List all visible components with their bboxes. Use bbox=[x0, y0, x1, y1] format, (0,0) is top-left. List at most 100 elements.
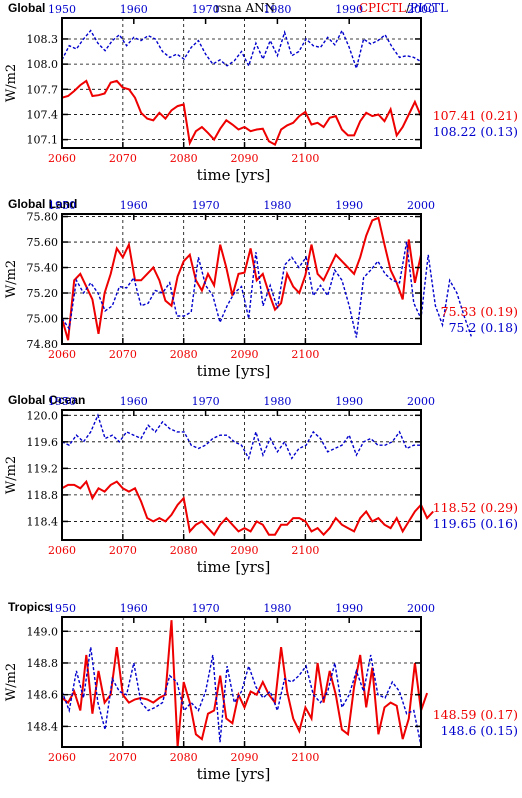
x-tick-label-bottom: 2090 bbox=[231, 751, 259, 764]
y-tick-label: 148.8 bbox=[27, 657, 59, 670]
x-tick-label-top: 1980 bbox=[263, 602, 291, 615]
x-tick-label-top: 1990 bbox=[335, 199, 363, 212]
x-tick-label-top: 1980 bbox=[263, 199, 291, 212]
x-tick-label-top: 1990 bbox=[335, 395, 363, 408]
y-tick-label: 118.8 bbox=[27, 489, 59, 502]
experiment-a-label: CPICTL bbox=[359, 1, 406, 15]
y-tick-label: 75.80 bbox=[27, 211, 59, 224]
panel-title: Global bbox=[8, 1, 45, 15]
series-line-cpictl bbox=[61, 620, 429, 748]
x-tick-label-bottom: 2090 bbox=[231, 348, 259, 361]
series-summary: 119.65 (0.16) bbox=[433, 516, 518, 531]
x-tick-label-bottom: 2090 bbox=[231, 544, 259, 557]
figure-header: rsna ANN CPICTL/PICTL bbox=[215, 1, 448, 15]
series-summary: 75.2 (0.18) bbox=[449, 320, 518, 335]
y-tick-label: 108.3 bbox=[27, 33, 59, 46]
x-axis-label: time [yrs] bbox=[197, 765, 271, 783]
y-axis-label: W/m2 bbox=[4, 663, 19, 701]
panel-title: Global Ocean bbox=[8, 393, 85, 407]
x-tick-label-bottom: 2060 bbox=[48, 348, 76, 361]
y-tick-label: 75.40 bbox=[27, 262, 59, 275]
series-line-cpictl bbox=[61, 79, 422, 147]
x-tick-label-top: 1960 bbox=[120, 199, 148, 212]
panel-global-ocean: Global Ocean 120.0 119.6 119.2 118.8 118.4 206… bbox=[4, 393, 518, 576]
series-summary: 148.59 (0.17) bbox=[433, 707, 518, 722]
panel-tropics: Tropics 149.0 148.8 148.6 148.4 2060 2070 2080 2… bbox=[4, 600, 518, 783]
y-tick-label: 107.1 bbox=[27, 134, 59, 147]
x-tick-label-top: 1960 bbox=[120, 3, 148, 16]
y-axis-label: W/m2 bbox=[4, 64, 19, 102]
panel-global: Global 108.3 108.0 107.7 107.4 107.1 2060 2070 2… bbox=[4, 1, 518, 184]
x-tick-label-bottom: 2100 bbox=[291, 348, 319, 361]
plot-frame bbox=[61, 213, 422, 345]
y-tick-label: 108.0 bbox=[27, 58, 59, 71]
x-tick-label-bottom: 2100 bbox=[291, 751, 319, 764]
figure-title: rsna ANN bbox=[215, 1, 275, 15]
y-tick-label: 75.60 bbox=[27, 236, 59, 249]
x-tick-label-bottom: 2080 bbox=[170, 544, 198, 557]
x-tick-label-bottom: 2070 bbox=[109, 152, 137, 165]
x-tick-label-top: 1950 bbox=[48, 199, 76, 212]
x-tick-label-bottom: 2060 bbox=[48, 544, 76, 557]
series-summary: 75.33 (0.19) bbox=[441, 304, 518, 319]
x-tick-label-top: 2000 bbox=[407, 602, 435, 615]
plot-frame bbox=[61, 17, 422, 149]
x-tick-label-top: 1970 bbox=[192, 199, 220, 212]
y-tick-label: 148.6 bbox=[27, 689, 59, 702]
series-line-pictl bbox=[61, 647, 422, 746]
plot-frame bbox=[61, 409, 422, 541]
x-tick-label-bottom: 2080 bbox=[170, 751, 198, 764]
x-tick-label-bottom: 2070 bbox=[109, 544, 137, 557]
y-tick-label: 119.2 bbox=[27, 462, 59, 475]
x-tick-label-bottom: 2080 bbox=[170, 152, 198, 165]
y-tick-label: 75.00 bbox=[27, 313, 59, 326]
experiment-legend: CPICTL/PICTL bbox=[359, 1, 448, 15]
x-tick-label-top: 1960 bbox=[120, 602, 148, 615]
series-line-cpictl bbox=[61, 479, 434, 537]
series-summary: 108.22 (0.13) bbox=[433, 124, 518, 139]
x-tick-label-top: 1950 bbox=[48, 3, 76, 16]
y-tick-label: 107.7 bbox=[27, 83, 59, 96]
x-tick-label-top: 1990 bbox=[335, 602, 363, 615]
x-axis-label: time [yrs] bbox=[197, 166, 271, 184]
x-tick-label-top: 1950 bbox=[48, 395, 76, 408]
x-tick-label-top: 1980 bbox=[263, 3, 291, 16]
x-axis-label: time [yrs] bbox=[197, 362, 271, 380]
x-tick-label-bottom: 2070 bbox=[109, 348, 137, 361]
x-tick-label-top: 1990 bbox=[335, 3, 363, 16]
y-tick-label: 149.0 bbox=[27, 625, 59, 638]
x-tick-label-top: 1950 bbox=[48, 602, 76, 615]
series-line-pictl bbox=[61, 241, 472, 338]
legend-separator: / bbox=[406, 1, 411, 15]
x-tick-label-top: 1970 bbox=[192, 395, 220, 408]
x-tick-label-top: 2000 bbox=[407, 199, 435, 212]
x-tick-label-bottom: 2060 bbox=[48, 152, 76, 165]
y-tick-label: 118.4 bbox=[27, 515, 59, 528]
panels: Global 108.3 108.0 107.7 107.4 107.1 2060 2070 2… bbox=[4, 1, 518, 783]
x-tick-label-bottom: 2100 bbox=[291, 544, 319, 557]
y-tick-label: 107.4 bbox=[27, 108, 59, 121]
series-summary: 107.41 (0.21) bbox=[433, 108, 518, 123]
x-tick-label-top: 2000 bbox=[407, 395, 435, 408]
y-tick-label: 120.0 bbox=[27, 409, 59, 422]
y-axis-label: W/m2 bbox=[4, 260, 19, 298]
series-line-pictl bbox=[61, 413, 421, 461]
x-tick-label-top: 2000 bbox=[407, 3, 435, 16]
y-tick-label: 148.4 bbox=[27, 720, 59, 733]
x-tick-label-top: 1970 bbox=[192, 602, 220, 615]
y-tick-label: 74.80 bbox=[27, 338, 59, 351]
y-tick-label: 119.6 bbox=[27, 436, 59, 449]
y-tick-label: 75.20 bbox=[27, 287, 59, 300]
x-axis-label: time [yrs] bbox=[197, 558, 271, 576]
series-line-cpictl bbox=[61, 216, 422, 341]
x-tick-label-top: 1960 bbox=[120, 395, 148, 408]
series-summary: 148.6 (0.15) bbox=[441, 723, 518, 738]
y-axis-label: W/m2 bbox=[4, 456, 19, 494]
x-tick-label-bottom: 2070 bbox=[109, 751, 137, 764]
x-tick-label-bottom: 2100 bbox=[291, 152, 319, 165]
x-tick-label-top: 1980 bbox=[263, 395, 291, 408]
experiment-b-label: PICTL bbox=[410, 1, 448, 15]
panel-title: Tropics bbox=[8, 600, 51, 614]
